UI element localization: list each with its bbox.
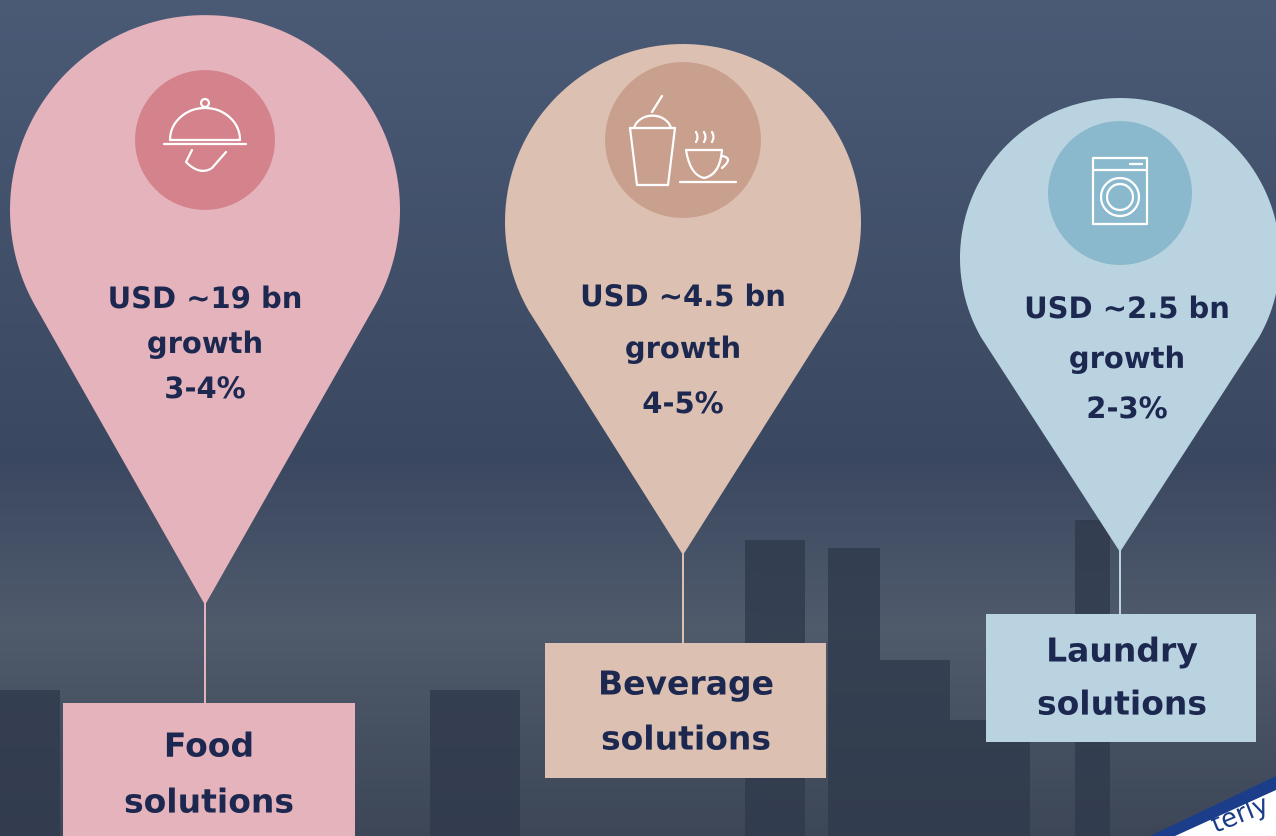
- growth-range: 4-5%: [642, 386, 723, 420]
- amount: USD ~2.5 bn: [1024, 291, 1230, 325]
- corner-banner-inner: [1175, 790, 1276, 836]
- pin-laundry: USD ~2.5 bn growth 2-3% Laundry solution…: [960, 98, 1276, 742]
- amount: USD ~19 bn: [108, 281, 303, 315]
- growth: growth: [147, 326, 263, 360]
- icon-circle: [605, 62, 761, 218]
- label: Laundry: [1046, 631, 1198, 670]
- amount: USD ~4.5 bn: [580, 279, 786, 313]
- pin-shape: [504, 43, 862, 555]
- label: solutions: [124, 782, 294, 821]
- pin-beverage: USD ~4.5 bn growth 4-5% Beverage solutio…: [504, 43, 862, 778]
- pin-shape: [9, 15, 400, 605]
- label-box: [63, 703, 355, 836]
- growth: growth: [1069, 341, 1185, 375]
- label: solutions: [601, 719, 771, 758]
- icon-cloche: [162, 97, 248, 173]
- growth: growth: [625, 331, 741, 365]
- label: solutions: [1037, 684, 1207, 723]
- label: Beverage: [598, 664, 774, 703]
- icon-circle: [1048, 121, 1192, 265]
- label-box: [986, 614, 1256, 742]
- growth-range: 3-4%: [164, 371, 245, 405]
- pin-food: USD ~19 bn growth 3-4% Food solutions: [9, 15, 400, 836]
- pin-shape: [960, 98, 1276, 552]
- icon-drinks: [628, 94, 738, 187]
- label-box: [545, 643, 826, 778]
- growth-range: 2-3%: [1086, 391, 1167, 425]
- icon-washer: [1091, 156, 1149, 226]
- label: Food: [164, 726, 254, 765]
